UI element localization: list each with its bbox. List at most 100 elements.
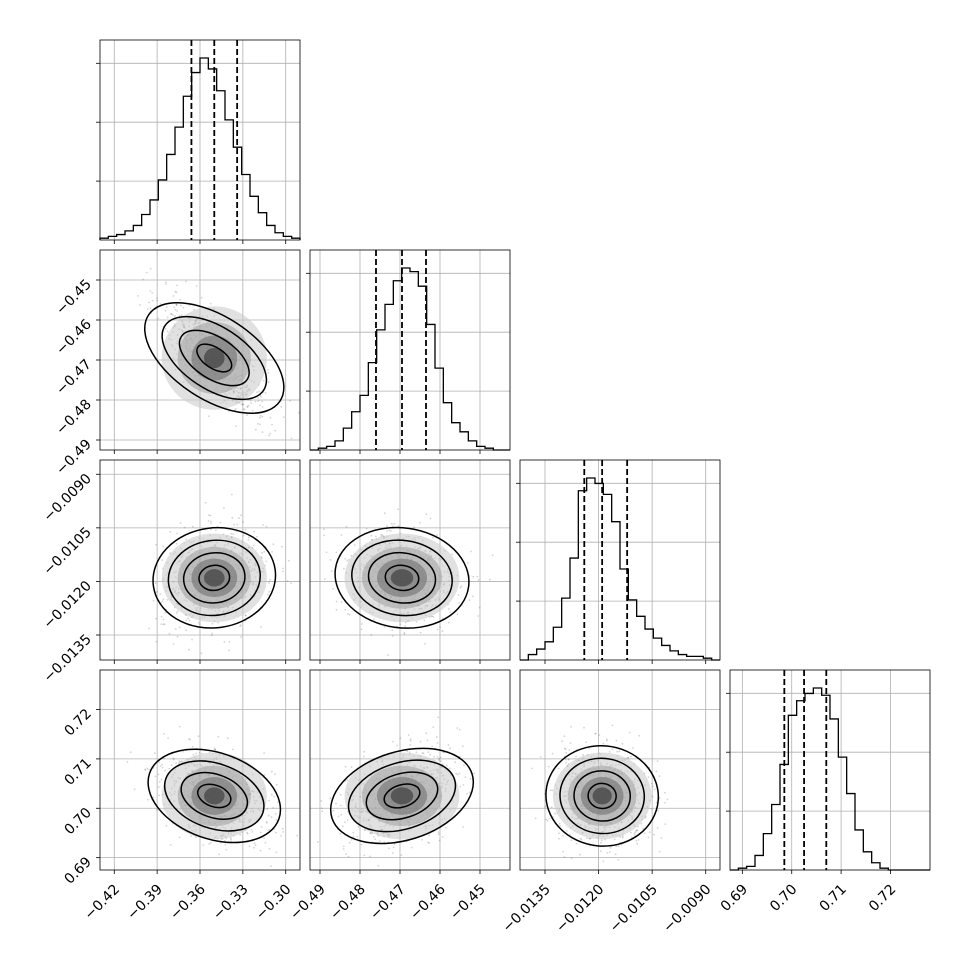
scatter-point <box>239 833 242 836</box>
scatter-point <box>658 775 661 777</box>
scatter-point <box>547 765 550 768</box>
scatter-point <box>409 743 412 746</box>
scatter-point <box>419 740 422 743</box>
scatter-point <box>268 799 270 802</box>
scatter-point <box>161 600 164 603</box>
scatter-point <box>154 582 157 585</box>
scatter-point <box>361 623 363 625</box>
scatter-point <box>436 756 439 758</box>
scatter-point <box>473 772 476 775</box>
tick-label-x: −0.39 <box>124 882 166 924</box>
scatter-point <box>271 551 273 553</box>
scatter-point <box>608 751 611 753</box>
tick-label-x: −0.0135 <box>500 882 554 936</box>
scatter-point <box>340 813 343 816</box>
scatter-point <box>174 308 177 311</box>
scatter-point <box>638 734 641 737</box>
scatter-point <box>210 522 213 525</box>
scatter-point <box>250 829 253 831</box>
scatter-point <box>192 525 194 528</box>
scatter-point <box>456 613 459 616</box>
scatter-point <box>565 751 568 754</box>
scatter-point <box>442 617 444 620</box>
scatter-point <box>254 400 257 403</box>
scatter-point <box>409 740 412 742</box>
scatter-point <box>370 634 373 636</box>
scatter-point <box>563 735 566 738</box>
scatter-point <box>365 527 368 530</box>
scatter-point <box>275 819 278 821</box>
scatter-point <box>149 290 152 292</box>
scatter-point <box>448 621 450 624</box>
scatter-point <box>439 756 442 759</box>
scatter-point <box>154 775 157 778</box>
scatter-point <box>230 838 232 841</box>
scatter-point <box>261 551 263 554</box>
scatter-point <box>350 766 353 769</box>
scatter-point <box>390 530 392 532</box>
scatter-point <box>152 599 155 602</box>
scatter-point <box>383 512 386 515</box>
scatter-point <box>534 817 537 820</box>
tick-label-y: −0.49 <box>53 437 95 479</box>
scatter-point <box>211 632 214 635</box>
scatter-point <box>340 534 343 536</box>
panel-0-0 <box>96 39 301 244</box>
scatter-point <box>126 761 129 763</box>
scatter-point <box>137 295 139 297</box>
scatter-point <box>161 766 164 769</box>
scatter-point <box>195 752 198 755</box>
scatter-point <box>569 742 572 744</box>
scatter-point <box>270 793 273 796</box>
scatter-point <box>601 839 603 842</box>
scatter-point <box>246 832 249 835</box>
scatter-point <box>259 416 261 419</box>
scatter-point <box>239 624 242 627</box>
density-fill <box>204 787 225 805</box>
scatter-point <box>399 623 402 626</box>
tick-label-y: 0.69 <box>61 854 94 887</box>
scatter-point <box>259 395 262 398</box>
scatter-point <box>257 400 260 402</box>
scatter-point <box>468 599 471 601</box>
panel-1-0: −0.49−0.48−0.47−0.46−0.45 <box>53 249 301 479</box>
tick-label-y: 0.71 <box>61 755 94 788</box>
scatter-point <box>462 826 464 828</box>
scatter-point <box>246 406 249 408</box>
scatter-point <box>565 830 568 832</box>
scatter-point <box>451 553 454 556</box>
scatter-point <box>551 752 554 755</box>
density-fill <box>390 787 414 805</box>
scatter-point <box>387 654 389 656</box>
scatter-point <box>248 845 251 848</box>
scatter-point <box>151 299 154 302</box>
scatter-point <box>251 831 254 833</box>
scatter-point <box>259 414 262 417</box>
scatter-point <box>340 601 343 603</box>
scatter-point <box>224 844 227 846</box>
scatter-point <box>176 310 179 312</box>
scatter-point <box>656 827 659 829</box>
scatter-point <box>353 544 356 546</box>
scatter-point <box>200 652 203 655</box>
scatter-point <box>602 742 605 745</box>
scatter-point <box>209 520 212 523</box>
scatter-point <box>664 791 666 794</box>
scatter-point <box>170 312 173 315</box>
scatter-point <box>464 776 467 778</box>
scatter-point <box>316 841 319 843</box>
tick-label-y: −0.0090 <box>41 471 95 525</box>
scatter-point <box>643 832 646 835</box>
scatter-point <box>630 831 632 834</box>
scatter-point <box>427 841 429 844</box>
scatter-point <box>230 493 233 496</box>
scatter-point <box>162 545 165 548</box>
scatter-point <box>561 740 563 743</box>
scatter-point <box>264 841 267 844</box>
tick-label-x: −0.0120 <box>553 882 607 936</box>
scatter-point <box>602 860 605 863</box>
scatter-point <box>468 791 471 794</box>
scatter-point <box>265 560 268 563</box>
scatter-point <box>458 772 461 775</box>
